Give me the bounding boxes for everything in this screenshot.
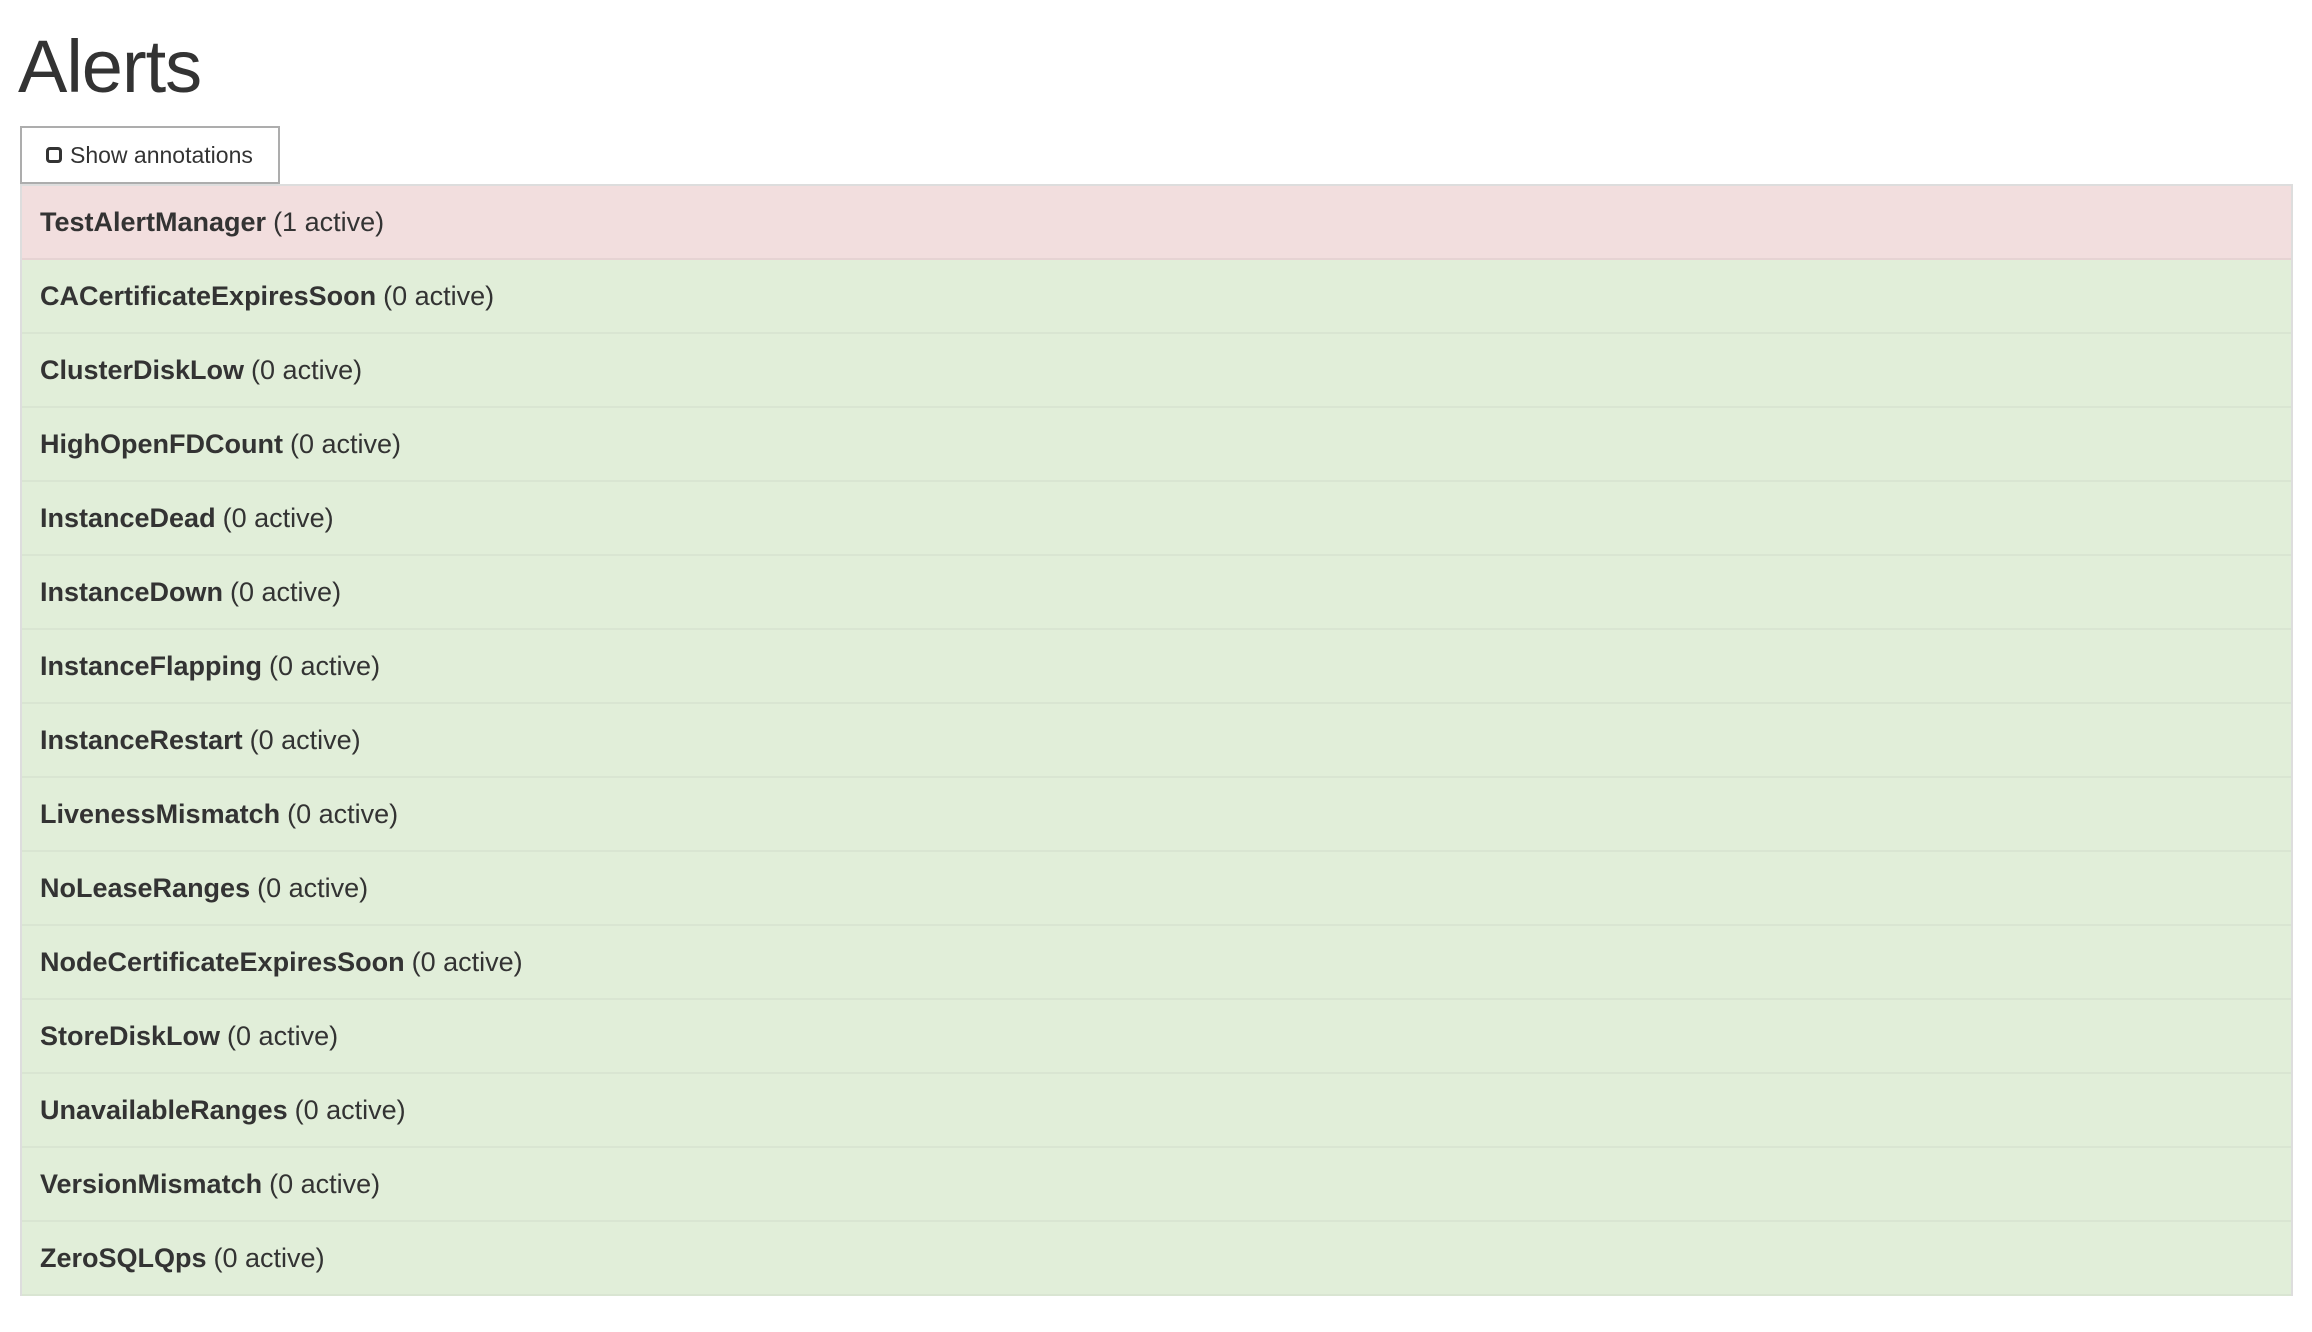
- alert-row[interactable]: UnavailableRanges (0 active): [22, 1074, 2291, 1148]
- checkbox-icon[interactable]: [46, 147, 62, 163]
- alert-row[interactable]: VersionMismatch (0 active): [22, 1148, 2291, 1222]
- alert-name: ClusterDiskLow: [40, 354, 245, 385]
- alert-row[interactable]: HighOpenFDCount (0 active): [22, 408, 2291, 482]
- alert-name: InstanceRestart: [40, 724, 243, 755]
- alert-row[interactable]: NodeCertificateExpiresSoon (0 active): [22, 926, 2291, 1000]
- alert-active-count: (1 active): [273, 206, 385, 237]
- alert-name: LivenessMismatch: [40, 798, 281, 829]
- alert-active-count: (0 active): [251, 354, 363, 385]
- alert-row[interactable]: TestAlertManager (1 active): [22, 186, 2291, 260]
- alert-name: InstanceDown: [40, 576, 224, 607]
- alert-name: VersionMismatch: [40, 1168, 263, 1199]
- show-annotations-toggle[interactable]: Show annotations: [20, 126, 280, 184]
- alert-active-count: (0 active): [269, 1168, 381, 1199]
- page-title: Alerts: [18, 25, 202, 108]
- alert-name: NoLeaseRanges: [40, 872, 251, 903]
- alert-name: CACertificateExpiresSoon: [40, 280, 377, 311]
- alert-row[interactable]: ClusterDiskLow (0 active): [22, 334, 2291, 408]
- alert-row[interactable]: CACertificateExpiresSoon (0 active): [22, 260, 2291, 334]
- alert-name: InstanceDead: [40, 502, 216, 533]
- alert-name: StoreDiskLow: [40, 1020, 221, 1051]
- alert-active-count: (0 active): [383, 280, 495, 311]
- alert-name: NodeCertificateExpiresSoon: [40, 946, 405, 977]
- alert-active-count: (0 active): [249, 724, 361, 755]
- alert-row[interactable]: InstanceDown (0 active): [22, 556, 2291, 630]
- alert-name: ZeroSQLQps: [40, 1242, 207, 1273]
- alert-row[interactable]: InstanceDead (0 active): [22, 482, 2291, 556]
- alert-active-count: (0 active): [222, 502, 334, 533]
- alert-active-count: (0 active): [230, 576, 342, 607]
- alert-name: TestAlertManager: [40, 206, 267, 237]
- alert-active-count: (0 active): [269, 650, 381, 681]
- alert-active-count: (0 active): [289, 428, 401, 459]
- alert-list: TestAlertManager (1 active) CACertificateE…: [20, 184, 2293, 1296]
- show-annotations-label: Show annotations: [70, 141, 253, 168]
- alert-name: InstanceFlapping: [40, 650, 263, 681]
- alert-active-count: (0 active): [294, 1094, 406, 1125]
- alert-active-count: (0 active): [213, 1242, 325, 1273]
- alert-active-count: (0 active): [411, 946, 523, 977]
- alert-active-count: (0 active): [257, 872, 369, 903]
- alert-row[interactable]: InstanceFlapping (0 active): [22, 630, 2291, 704]
- alert-name: HighOpenFDCount: [40, 428, 283, 459]
- alert-active-count: (0 active): [287, 798, 399, 829]
- alert-name: UnavailableRanges: [40, 1094, 288, 1125]
- alert-row[interactable]: StoreDiskLow (0 active): [22, 1000, 2291, 1074]
- alert-row[interactable]: ZeroSQLQps (0 active): [22, 1222, 2291, 1296]
- alert-active-count: (0 active): [227, 1020, 339, 1051]
- alert-row[interactable]: LivenessMismatch (0 active): [22, 778, 2291, 852]
- alert-row[interactable]: InstanceRestart (0 active): [22, 704, 2291, 778]
- alert-row[interactable]: NoLeaseRanges (0 active): [22, 852, 2291, 926]
